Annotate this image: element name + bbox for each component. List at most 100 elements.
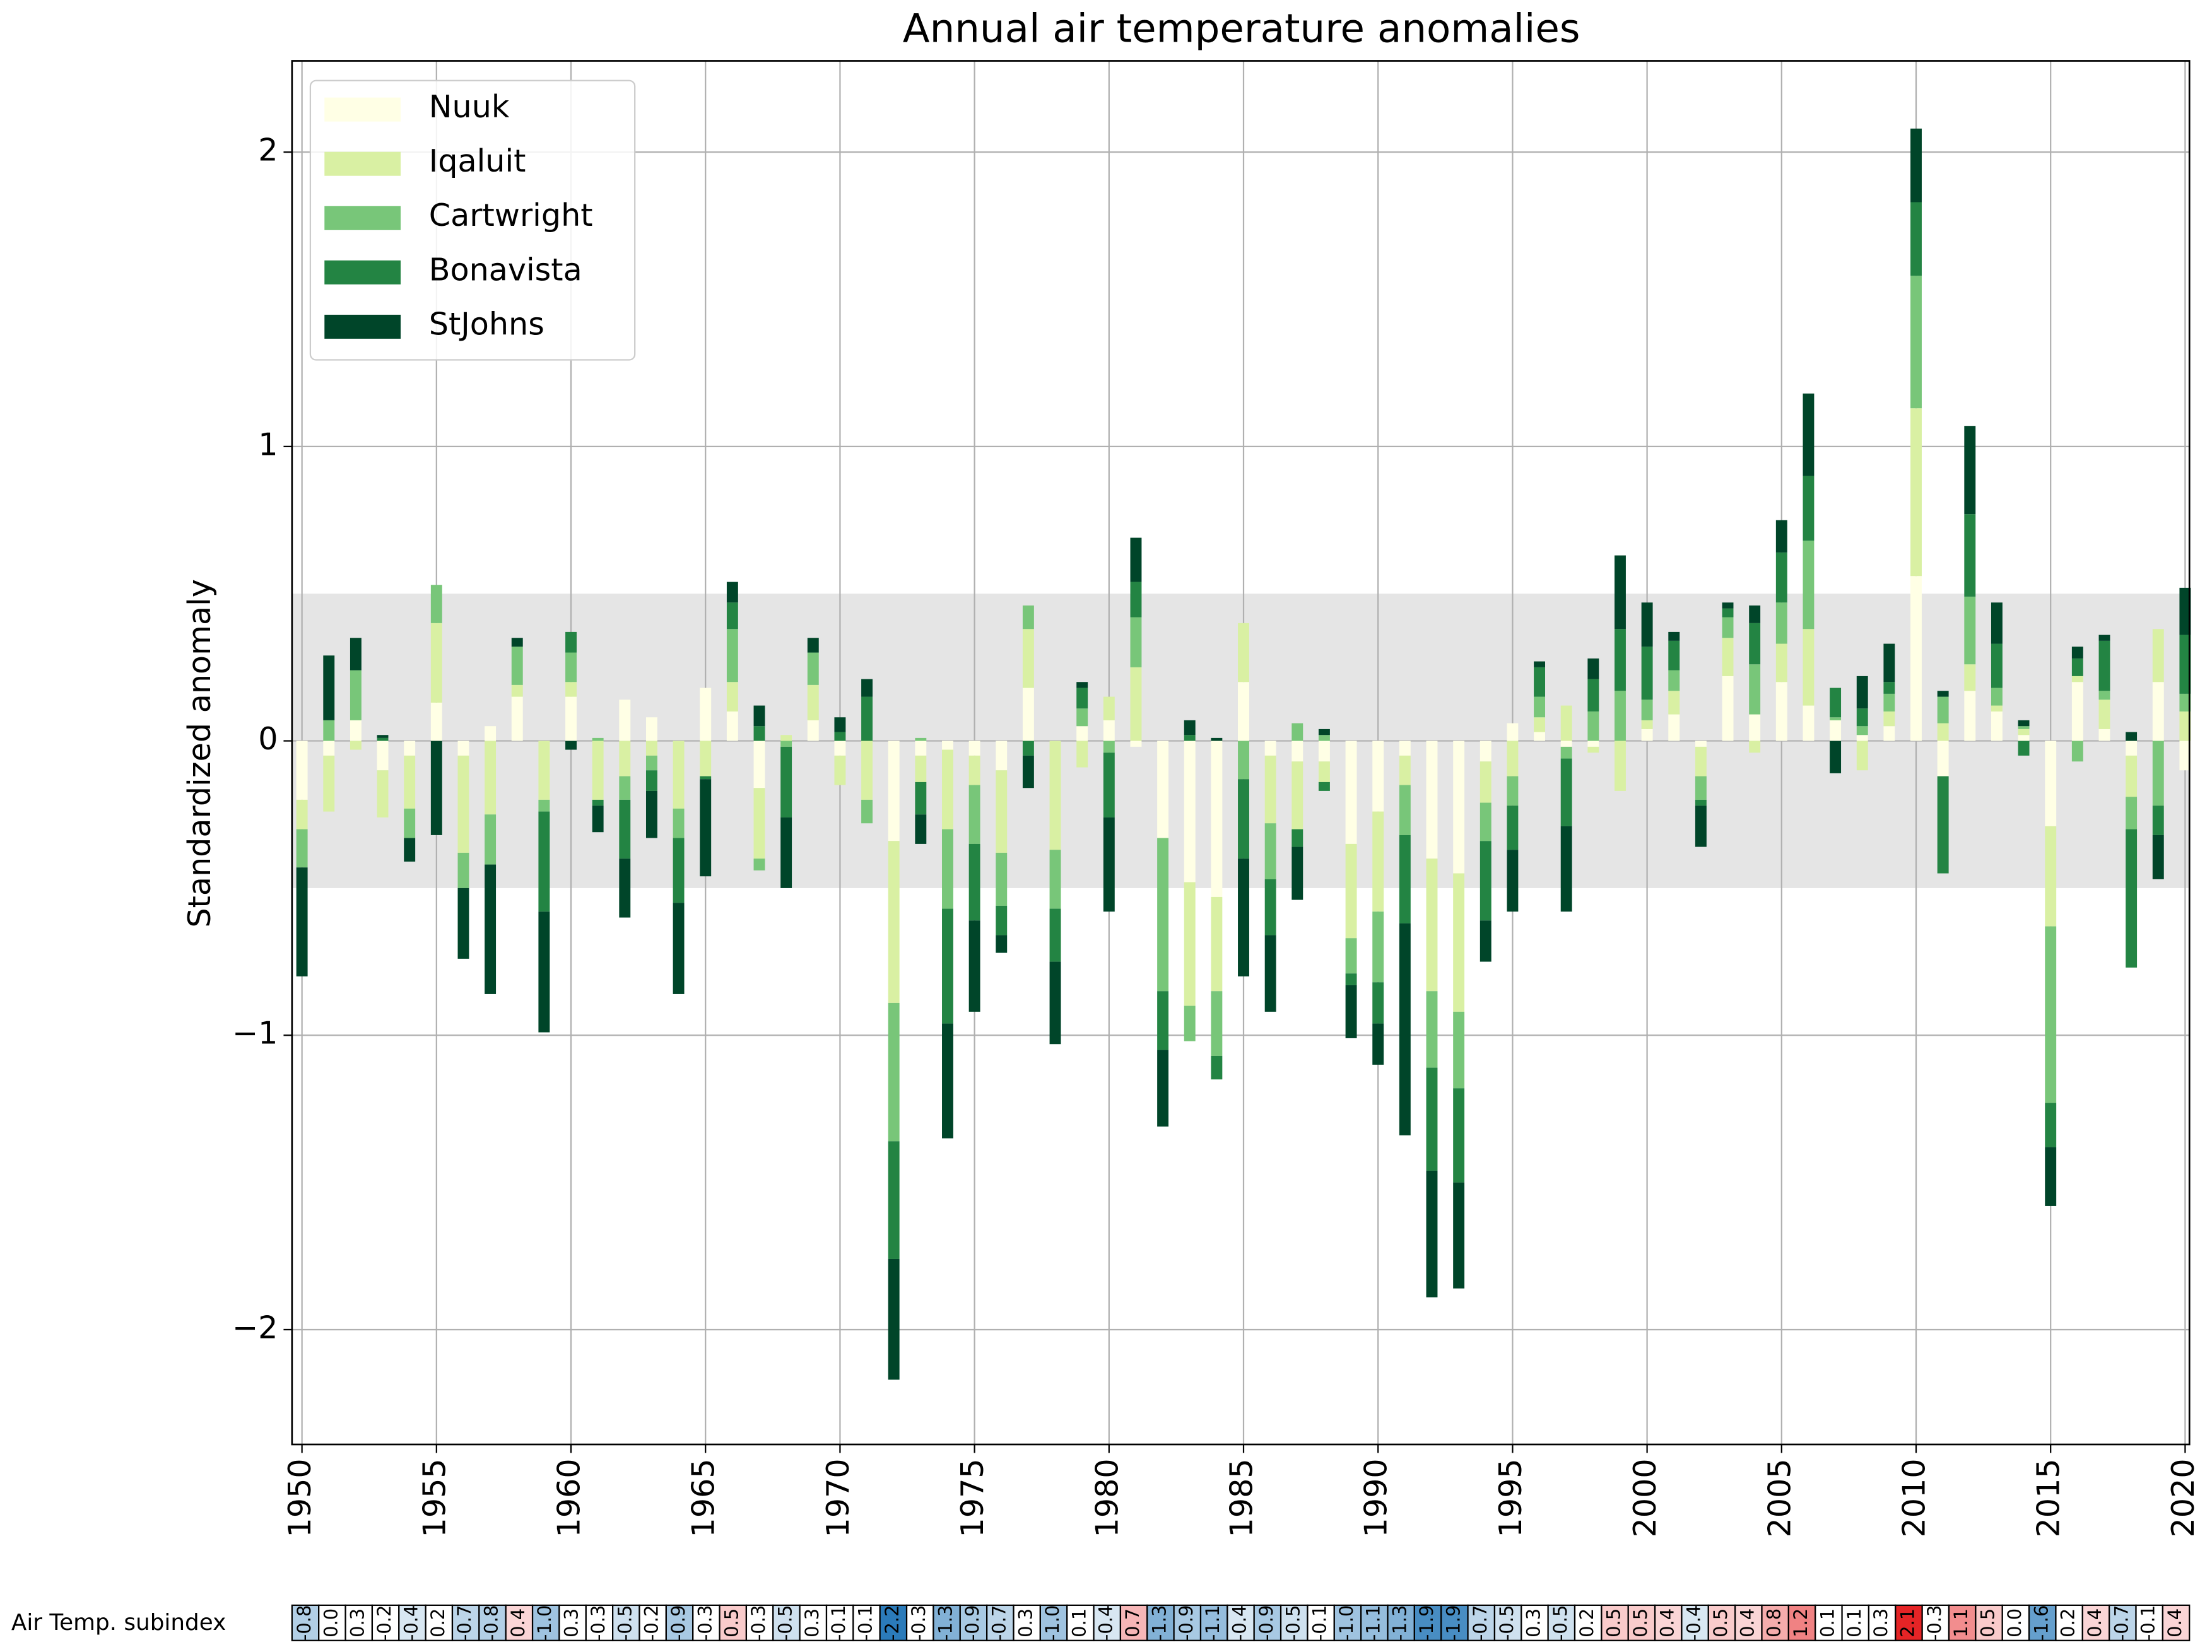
subindex-value: 0.3 — [347, 1608, 368, 1637]
subindex-value: 0.3 — [1870, 1608, 1891, 1637]
bar-segment — [1695, 799, 1707, 806]
bar-segment — [1937, 696, 1949, 723]
subindex-value: -0.2 — [641, 1605, 662, 1641]
y-tick-label: 0 — [258, 720, 278, 757]
bar-segment — [511, 638, 523, 647]
subindex-cell — [665, 1604, 694, 1641]
legend-label: Iqaluit — [429, 143, 526, 179]
bar-segment — [485, 741, 497, 815]
subindex-value: 1.1 — [1950, 1608, 1972, 1637]
bar-segment — [2098, 729, 2110, 741]
bar-segment — [1184, 741, 1196, 882]
bar-segment — [1991, 602, 2003, 644]
bar-segment — [1318, 782, 1330, 791]
bar-segment — [377, 741, 389, 771]
bar-segment — [861, 799, 873, 824]
subindex-cell — [1547, 1604, 1576, 1641]
subindex-value: -0.9 — [1175, 1605, 1197, 1641]
bar-segment — [1264, 879, 1276, 935]
bar-segment — [1130, 617, 1142, 667]
bar-segment — [1076, 726, 1088, 741]
bar-segment — [1910, 202, 1922, 276]
bar-segment — [1668, 670, 1680, 691]
subindex-value: -0.8 — [481, 1605, 502, 1641]
bar-segment — [700, 779, 712, 877]
bar-segment — [1534, 661, 1546, 667]
bar-segment — [1615, 741, 1626, 791]
subindex-label: Air Temp. subindex — [11, 1610, 226, 1636]
bar-segment — [834, 717, 846, 732]
bar-segment — [1722, 608, 1734, 618]
bar-segment — [753, 726, 765, 741]
bar-segment — [2018, 729, 2030, 735]
bar-segment — [1722, 617, 1734, 638]
bar-segment — [1453, 1011, 1465, 1089]
subindex-value: 0.1 — [1816, 1608, 1838, 1637]
bar-segment — [1211, 737, 1223, 741]
bar-segment — [296, 741, 308, 800]
x-tick-label: 1975 — [954, 1458, 991, 1537]
bar-segment — [1615, 555, 1626, 630]
subindex-value: -0.3 — [908, 1605, 929, 1641]
subindex-cell — [1413, 1604, 1442, 1641]
bar-segment — [2071, 741, 2083, 762]
x-tick-label: 1995 — [1492, 1458, 1529, 1537]
bar-segment — [619, 776, 631, 800]
bar-segment — [1803, 541, 1815, 630]
bar-segment — [1749, 714, 1761, 741]
bar-segment — [1264, 935, 1276, 1012]
subindex-cell — [344, 1604, 374, 1641]
bar-segment — [1910, 408, 1922, 577]
bar-segment — [1507, 805, 1519, 850]
subindex-value: -0.7 — [1469, 1605, 1491, 1641]
bar-segment — [1264, 741, 1276, 756]
subindex-value: 0.4 — [1736, 1608, 1758, 1637]
bar-segment — [1426, 1170, 1438, 1298]
bar-segment — [1856, 735, 1868, 741]
subindex-cell — [1146, 1604, 1175, 1641]
bar-segment — [2071, 682, 2083, 741]
bar-segment — [1130, 741, 1142, 747]
bar-segment — [1130, 667, 1142, 741]
bar-segment — [1507, 741, 1519, 776]
x-tick-label: 2020 — [2165, 1458, 2201, 1537]
subindex-value: 0.5 — [1630, 1608, 1651, 1637]
subindex-cell — [1039, 1604, 1068, 1641]
bar-segment — [1964, 596, 1976, 665]
subindex-value: -1.3 — [1389, 1605, 1411, 1641]
bar-segment — [457, 755, 469, 853]
bar-segment — [700, 688, 712, 741]
bar-segment — [1345, 938, 1357, 974]
bar-segment — [1022, 755, 1034, 788]
bar-segment — [1615, 629, 1626, 691]
bar-segment — [2126, 732, 2138, 741]
bar-segment — [2179, 587, 2191, 635]
bar-segment — [1587, 679, 1599, 712]
bar-segment — [1318, 735, 1330, 741]
bar-segment — [2018, 720, 2030, 727]
bar-segment — [1587, 741, 1599, 747]
bar-segment — [1372, 982, 1384, 1024]
bar-segment — [645, 755, 657, 771]
bar-segment — [457, 852, 469, 888]
bar-segment — [1830, 741, 1842, 773]
bar-segment — [996, 905, 1008, 935]
bar-segment — [807, 652, 819, 685]
subindex-value: -0.4 — [400, 1605, 421, 1641]
subindex-value: 0.0 — [320, 1608, 341, 1637]
bar-segment — [404, 808, 416, 838]
subindex-value: 0.4 — [2084, 1608, 2105, 1637]
subindex-cell — [1387, 1604, 1415, 1641]
bar-segment — [404, 755, 416, 809]
bar-segment — [1291, 741, 1303, 762]
bar-segment — [1964, 426, 1976, 515]
subindex-value: -1.0 — [1042, 1605, 1063, 1641]
subindex-cell — [1093, 1604, 1122, 1641]
bar-segment — [1211, 991, 1223, 1056]
bar-segment — [1803, 476, 1815, 541]
bar-segment — [673, 741, 685, 809]
bar-segment — [2018, 741, 2030, 756]
x-tick-label: 1980 — [1088, 1458, 1125, 1537]
bar-segment — [1830, 717, 1842, 720]
bar-segment — [430, 585, 442, 623]
